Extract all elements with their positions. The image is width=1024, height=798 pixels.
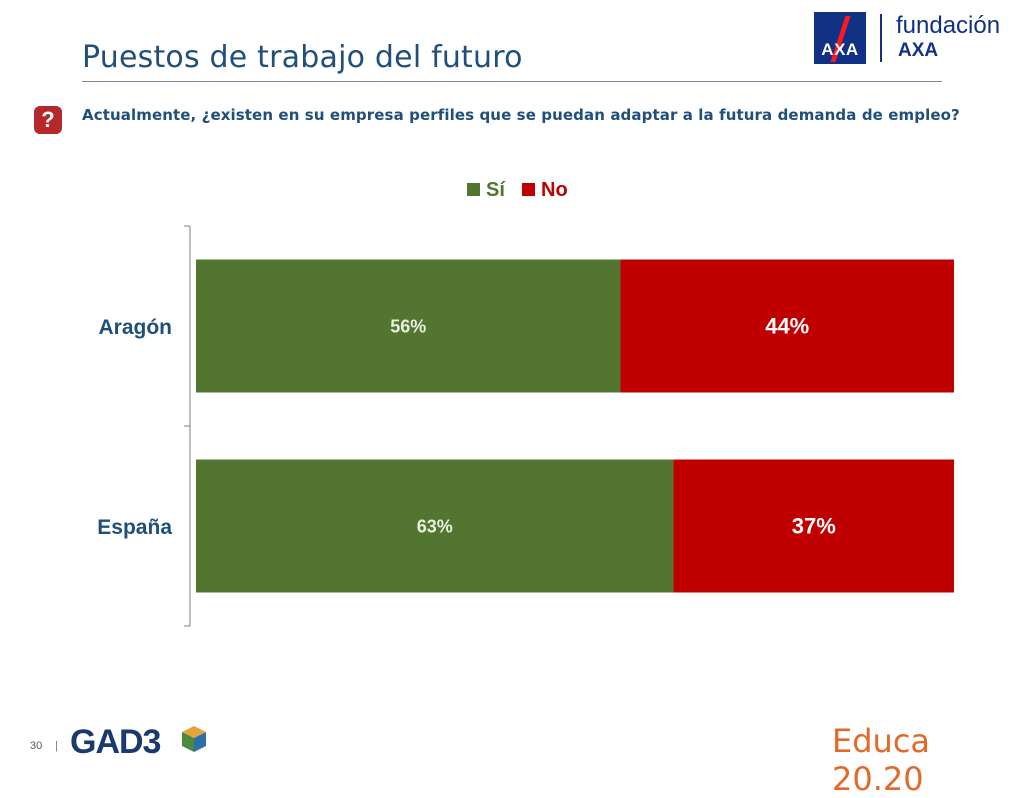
category-label: España <box>97 516 172 539</box>
data-label: 56% <box>390 316 426 336</box>
question-icon: ? <box>34 106 62 134</box>
logo-axa-word: AXA <box>898 40 939 61</box>
educa-logo: Educa 20.20 <box>832 722 931 798</box>
category-label: Aragón <box>99 316 173 339</box>
bar-no-1 <box>673 459 954 593</box>
title-divider <box>82 81 942 82</box>
legend-label: Sí <box>486 179 506 201</box>
bar-si-1 <box>196 459 674 593</box>
data-label: 63% <box>417 516 453 536</box>
survey-question: Actualmente, ¿existen en su empresa perf… <box>82 106 960 124</box>
legend-swatch-si <box>467 183 480 196</box>
page-number: 30 <box>30 740 43 752</box>
logo-separator <box>880 14 882 62</box>
footer-separator: | <box>55 740 58 752</box>
bar-no-0 <box>620 259 954 393</box>
axa-logo-text: AXA <box>821 40 859 59</box>
legend-swatch-no <box>522 183 535 196</box>
data-label: 37% <box>792 514 836 539</box>
gad3-logo: GAD3 <box>70 723 161 761</box>
page-title: Puestos de trabajo del futuro <box>82 40 523 75</box>
bar-si-0 <box>196 259 621 393</box>
legend-label: No <box>541 179 568 201</box>
data-label: 44% <box>765 314 809 339</box>
logo-fundacion: fundación <box>896 12 1001 39</box>
axa-logo: AXA <box>814 12 866 64</box>
gad3-cube-icon <box>182 726 206 752</box>
stacked-bar-chart: 56% 44% Aragón 63% 37% España Sí No <box>97 179 954 627</box>
